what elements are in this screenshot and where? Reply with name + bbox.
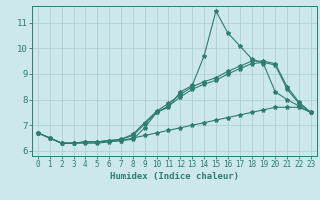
X-axis label: Humidex (Indice chaleur): Humidex (Indice chaleur) <box>110 172 239 181</box>
